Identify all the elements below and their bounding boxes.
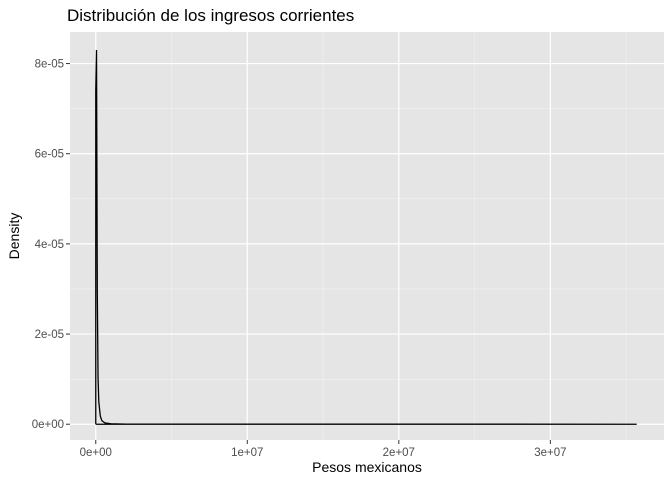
- density-curve: [95, 50, 637, 425]
- y-axis-title: Density: [6, 213, 22, 260]
- y-axis: 0e+00 2e-05 4e-05 6e-05 8e-05: [32, 59, 70, 431]
- x-tick-label: 3e+07: [534, 447, 566, 459]
- y-tick-label: 6e-05: [35, 149, 64, 161]
- y-tick-label: 4e-05: [35, 239, 64, 251]
- y-tick-label: 0e+00: [32, 419, 64, 431]
- x-axis-title: Pesos mexicanos: [312, 459, 422, 475]
- x-axis: 0e+00 1e+07 2e+07 3e+07: [80, 440, 567, 459]
- minor-gridlines: [70, 32, 664, 440]
- chart-title: Distribución de los ingresos corrientes: [67, 6, 354, 25]
- plot-panel: [70, 32, 664, 440]
- y-tick-label: 2e-05: [35, 329, 64, 341]
- x-tick-label: 0e+00: [80, 447, 112, 459]
- x-tick-label: 2e+07: [383, 447, 415, 459]
- y-tick-label: 8e-05: [35, 59, 64, 71]
- x-tick-label: 1e+07: [231, 447, 263, 459]
